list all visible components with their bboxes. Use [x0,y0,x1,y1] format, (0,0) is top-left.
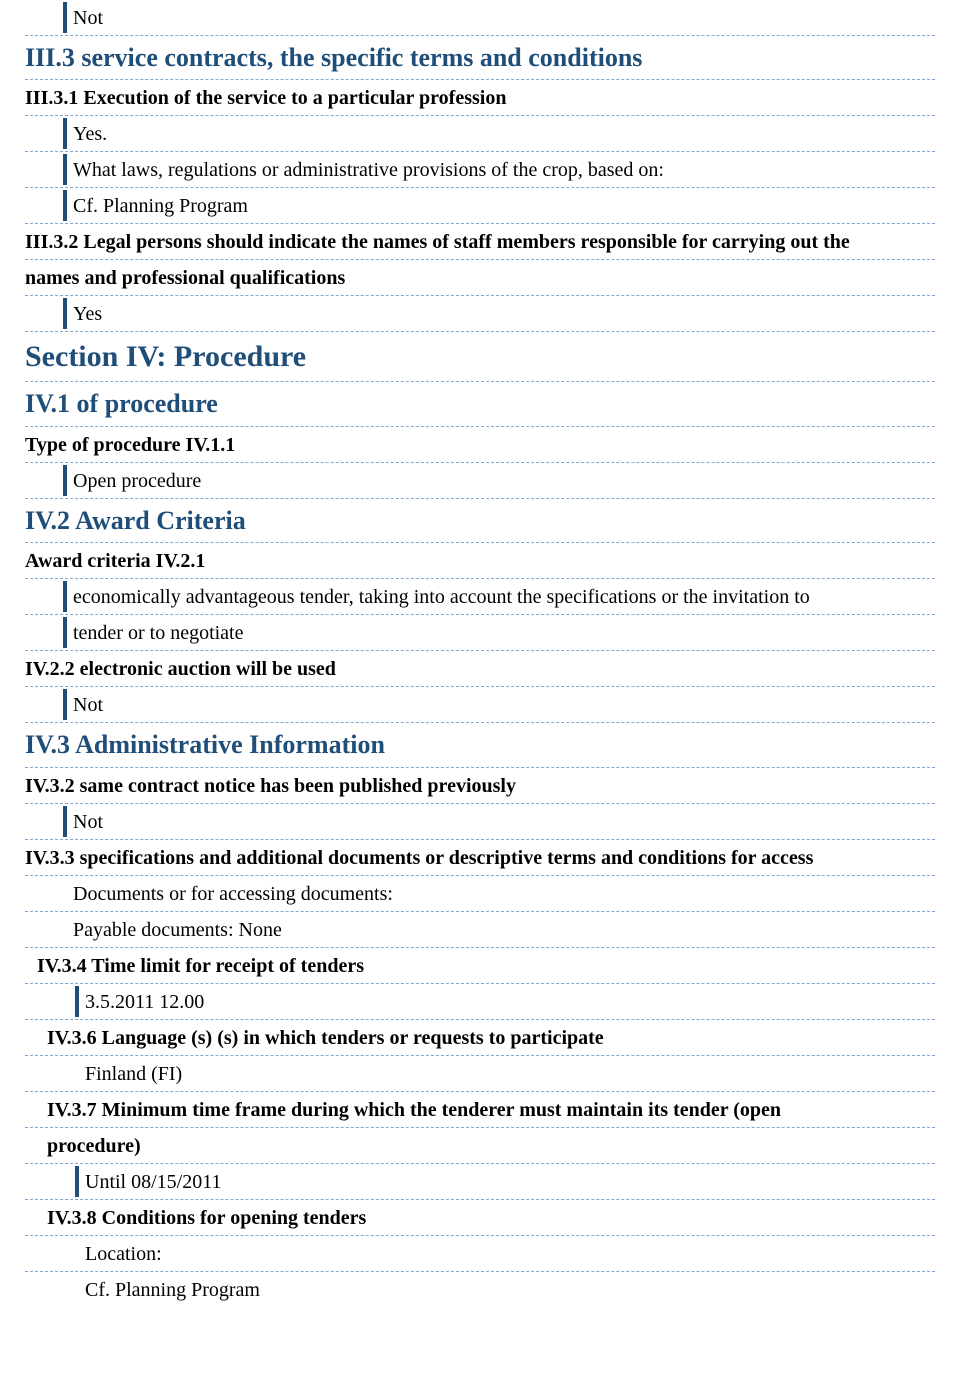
heading-iv-3-4: IV.3.4 Time limit for receipt of tenders [25,948,935,984]
document-page: Not III.3 service contracts, the specifi… [0,0,960,1327]
value-not: Not [25,0,935,36]
heading-iv-1-1: Type of procedure IV.1.1 [25,427,935,463]
value-until-date: Until 08/15/2011 [25,1164,935,1200]
text-laws-question: What laws, regulations or administrative… [25,152,935,188]
heading-iii-3-2-line2: names and professional qualifications [25,260,935,296]
value-deadline: 3.5.2011 12.00 [25,984,935,1020]
heading-iv-3: IV.3 Administrative Information [25,723,935,767]
heading-iii-3: III.3 service contracts, the specific te… [25,36,935,80]
value-not-3: Not [25,804,935,840]
value-not-2: Not [25,687,935,723]
heading-iv-3-6: IV.3.6 Language (s) (s) in which tenders… [25,1020,935,1056]
heading-iv-2-2: IV.2.2 electronic auction will be used [25,651,935,687]
heading-iv-1: IV.1 of procedure [25,382,935,426]
heading-iv-3-7-line2: procedure) [25,1128,935,1164]
value-yes: Yes. [25,116,935,152]
heading-iv-3-7-line1: IV.3.7 Minimum time frame during which t… [25,1092,935,1128]
text-location: Location: [25,1236,935,1272]
heading-section-iv: Section IV: Procedure [25,332,935,382]
text-documents-access: Documents or for accessing documents: [25,876,935,912]
heading-iii-3-2-line1: III.3.2 Legal persons should indicate th… [25,224,935,260]
text-planning-program-2: Cf. Planning Program [25,1272,935,1307]
value-yes-2: Yes [25,296,935,332]
heading-iv-2: IV.2 Award Criteria [25,499,935,543]
text-payable-none: Payable documents: None [25,912,935,948]
text-economically-line2: tender or to negotiate [25,615,935,651]
value-open-procedure: Open procedure [25,463,935,499]
heading-iii-3-1: III.3.1 Execution of the service to a pa… [25,80,935,116]
heading-iv-3-3: IV.3.3 specifications and additional doc… [25,840,935,876]
heading-iv-3-2: IV.3.2 same contract notice has been pub… [25,768,935,804]
value-language: Finland (FI) [25,1056,935,1092]
heading-iv-3-8: IV.3.8 Conditions for opening tenders [25,1200,935,1236]
text-planning-program: Cf. Planning Program [25,188,935,224]
text-economically-line1: economically advantageous tender, taking… [25,579,935,615]
heading-iv-2-1: Award criteria IV.2.1 [25,543,935,579]
